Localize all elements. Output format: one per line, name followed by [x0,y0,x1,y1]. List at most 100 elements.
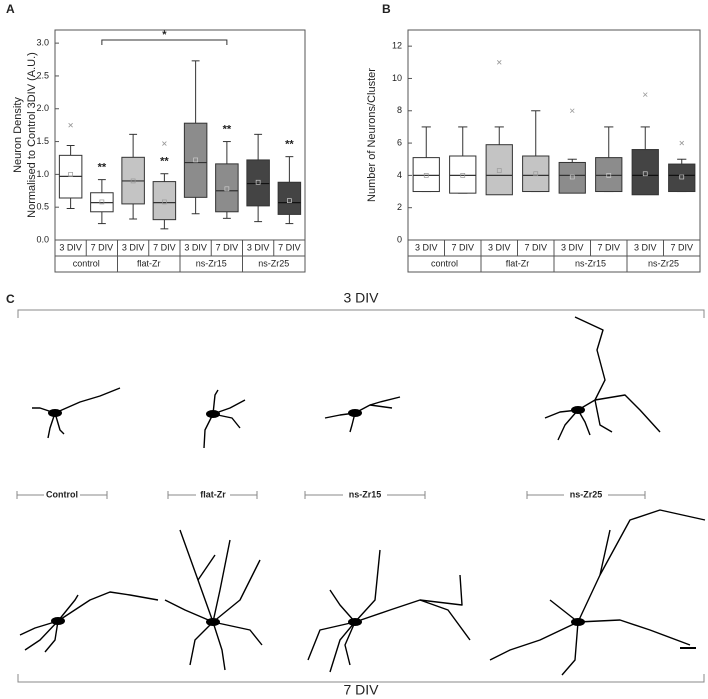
plot-frame [407,29,701,241]
box [522,155,550,193]
significance: ** [160,156,169,168]
neurite [349,412,356,433]
y-tick-label: 4 [397,170,402,180]
group-label: ns-Zr25 [648,258,679,268]
mean [224,186,230,192]
x-tick-label: 7 DIV [597,242,620,252]
neurite [419,574,463,606]
neurite [212,559,261,623]
neurite [329,589,356,623]
soma [348,409,362,417]
neurite [594,399,613,433]
neurite [44,620,59,653]
y-tick-label: 3.0 [36,38,49,48]
condition-label: ns-Zr25 [570,489,603,499]
mean [255,179,261,185]
neurite [577,509,706,623]
neurite [594,394,661,433]
x-tick-label: 3 DIV [634,242,657,252]
mean [162,199,167,205]
condition-label: flat-Zr [200,489,226,499]
mean [642,171,648,177]
significance: ** [223,123,232,135]
mean [130,178,136,184]
box [558,161,586,194]
mean [606,173,612,178]
neurite [344,621,356,666]
mean [460,173,466,178]
mean [423,173,429,178]
outlier [68,122,73,128]
box [152,181,177,221]
y-tick-label: 8 [397,105,402,115]
neurite [577,409,591,436]
group-label: control [431,258,458,268]
panel-label: C [6,292,15,306]
soma [571,618,585,626]
neurite [574,316,606,411]
box [183,122,208,198]
neurite [212,539,231,623]
group-label: flat-Zr [137,258,161,268]
neurite [212,621,263,646]
neurite [489,621,579,661]
y-tick-label: 6 [397,137,402,147]
y-tick-label: 10 [392,73,402,83]
outlier [679,140,685,146]
significance: * [162,29,167,41]
soma [206,618,220,626]
neurite [354,599,471,641]
neurite [164,599,214,623]
x-tick-label: 3 DIV [184,242,207,252]
outlier [496,60,502,65]
neurite [561,621,579,676]
soma [206,410,220,418]
neurite [19,620,59,636]
mean [569,174,575,180]
box [215,163,239,213]
x-tick-label: 3 DIV [247,242,270,252]
group-label: flat-Zr [506,258,530,268]
panel-label: A [6,2,15,16]
label-bg [44,488,80,502]
neurite [203,413,214,449]
x-tick-label: 7 DIV [153,242,176,252]
y-axis-label: Neuron Density [12,97,24,173]
mean [193,157,198,163]
neurite [57,591,159,622]
x-tick-label: 7 DIV [670,242,693,252]
neurite [47,412,56,439]
condition-label: Control [46,489,78,499]
box [246,159,270,207]
x-tick-label: 3 DIV [59,242,82,252]
x-tick-label: 3 DIV [122,242,145,252]
neurite [54,412,65,435]
soma [571,406,585,414]
neurite [369,404,393,409]
label-bg [564,488,608,502]
x-tick-label: 3 DIV [488,242,511,252]
group-label: ns-Zr15 [575,258,606,268]
neurite [197,554,216,581]
y-tick-label: 0.0 [36,234,49,244]
neurite [577,619,691,646]
group-label: control [73,258,100,268]
outlier [642,92,648,97]
box [668,163,696,193]
neurite [179,529,214,623]
neurite [189,621,214,666]
y-tick-label: 1.5 [36,136,49,146]
neurite [599,529,611,576]
y-tick-label: 1.0 [36,169,49,179]
y-axis-label: Normalised to Control 3DIV (A.U.) [26,52,38,218]
bottom-label: 7 DIV [343,682,379,698]
soma [348,618,362,626]
mean [533,171,539,177]
x-tick-label: 3 DIV [415,242,438,252]
neurite [212,621,226,671]
condition-label: ns-Zr15 [349,489,382,499]
bracket [101,39,228,45]
neurite [354,396,401,414]
outlier [162,141,167,146]
